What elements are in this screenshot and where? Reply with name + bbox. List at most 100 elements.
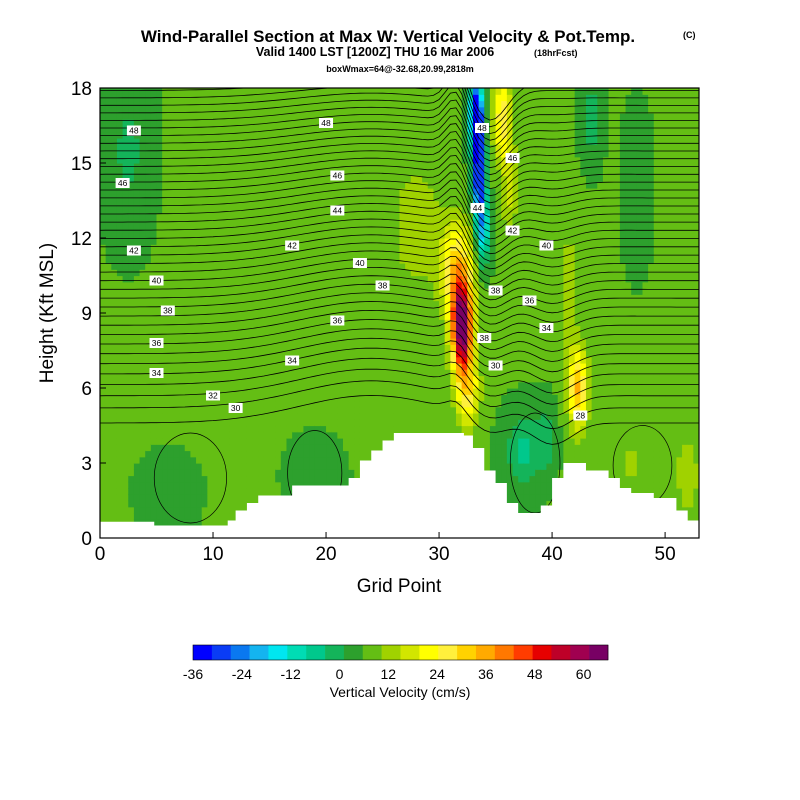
velocity-cell: [286, 381, 293, 389]
velocity-cell: [258, 338, 265, 345]
velocity-cell: [297, 350, 305, 358]
velocity-cell: [246, 431, 254, 439]
velocity-cell: [467, 306, 474, 314]
velocity-cell: [139, 244, 146, 252]
velocity-cell: [213, 138, 220, 145]
velocity-cell: [292, 144, 299, 152]
velocity-cell: [105, 188, 112, 195]
velocity-cell: [286, 406, 293, 414]
velocity-cell: [241, 138, 248, 145]
velocity-cell: [399, 138, 406, 145]
velocity-cell: [427, 275, 434, 283]
velocity-cell: [269, 169, 276, 177]
velocity-cell: [371, 356, 378, 364]
velocity-cell: [184, 419, 192, 427]
velocity-cell: [111, 338, 118, 345]
velocity-cell: [388, 194, 395, 202]
velocity-cell: [263, 369, 271, 377]
velocity-cell: [105, 150, 112, 158]
velocity-cell: [439, 238, 446, 245]
velocity-cell: [128, 313, 135, 320]
velocity-cell: [207, 100, 214, 108]
velocity-cell: [201, 94, 208, 102]
velocity-cell: [331, 231, 338, 239]
velocity-cell: [246, 419, 254, 427]
velocity-cell: [286, 456, 293, 464]
velocity-cell: [224, 131, 231, 139]
velocity-cell: [190, 213, 197, 220]
velocity-cell: [478, 363, 485, 370]
velocity-cell: [252, 463, 259, 470]
velocity-cell: [122, 238, 129, 245]
velocity-cell: [122, 500, 129, 508]
velocity-cell: [393, 238, 401, 245]
velocity-cell: [416, 375, 423, 383]
velocity-cell: [393, 125, 401, 133]
velocity-cell: [461, 181, 468, 189]
velocity-cell: [303, 156, 310, 164]
velocity-cell: [309, 469, 316, 477]
velocity-cell: [331, 100, 338, 108]
velocity-cell: [365, 106, 372, 114]
velocity-cell: [201, 394, 208, 402]
velocity-cell: [275, 263, 282, 270]
velocity-cell: [105, 281, 112, 289]
velocity-cell: [422, 219, 429, 227]
velocity-cell: [422, 131, 429, 139]
velocity-cell: [275, 275, 282, 283]
velocity-cell: [196, 288, 203, 295]
velocity-cell: [433, 375, 440, 383]
velocity-cell: [100, 488, 107, 495]
velocity-cell: [461, 163, 468, 170]
velocity-cell: [382, 250, 389, 258]
velocity-cell: [405, 175, 412, 183]
velocity-cell: [478, 250, 485, 258]
velocity-cell: [331, 125, 338, 133]
velocity-cell: [292, 194, 299, 202]
velocity-cell: [150, 325, 158, 333]
velocity-cell: [246, 313, 254, 320]
velocity-cell: [439, 181, 446, 189]
velocity-cell: [213, 300, 220, 308]
velocity-cell: [427, 100, 434, 108]
velocity-cell: [376, 244, 384, 252]
velocity-cell: [275, 369, 282, 377]
velocity-cell: [133, 300, 141, 308]
velocity-cell: [388, 388, 395, 395]
velocity-cell: [196, 281, 203, 289]
velocity-cell: [478, 269, 485, 277]
velocity-cell: [258, 231, 265, 239]
velocity-cell: [309, 338, 316, 345]
velocity-cell: [309, 256, 316, 264]
velocity-cell: [303, 306, 310, 314]
velocity-cell: [145, 275, 152, 283]
velocity-cell: [207, 431, 214, 439]
velocity-cell: [286, 181, 293, 189]
velocity-cell: [162, 206, 169, 214]
velocity-cell: [105, 450, 112, 458]
velocity-cell: [122, 431, 129, 439]
velocity-cell: [269, 319, 276, 327]
velocity-cell: [456, 275, 463, 283]
velocity-cell: [393, 300, 401, 308]
velocity-cell: [286, 475, 293, 483]
velocity-cell: [263, 294, 271, 302]
velocity-cell: [331, 138, 338, 145]
velocity-cell: [173, 325, 180, 333]
velocity-cell: [309, 206, 316, 214]
velocity-cell: [190, 475, 197, 483]
velocity-cell: [461, 400, 468, 408]
velocity-cell: [162, 150, 169, 158]
velocity-cell: [450, 344, 457, 352]
velocity-cell: [252, 300, 259, 308]
velocity-cell: [122, 288, 129, 295]
velocity-cell: [111, 138, 118, 145]
velocity-cell: [116, 438, 124, 445]
velocity-cell: [427, 425, 434, 433]
velocity-cell: [376, 394, 384, 402]
velocity-cell: [388, 431, 395, 439]
velocity-cell: [224, 338, 231, 345]
velocity-cell: [162, 175, 169, 183]
velocity-cell: [326, 331, 333, 339]
velocity-cell: [382, 131, 389, 139]
